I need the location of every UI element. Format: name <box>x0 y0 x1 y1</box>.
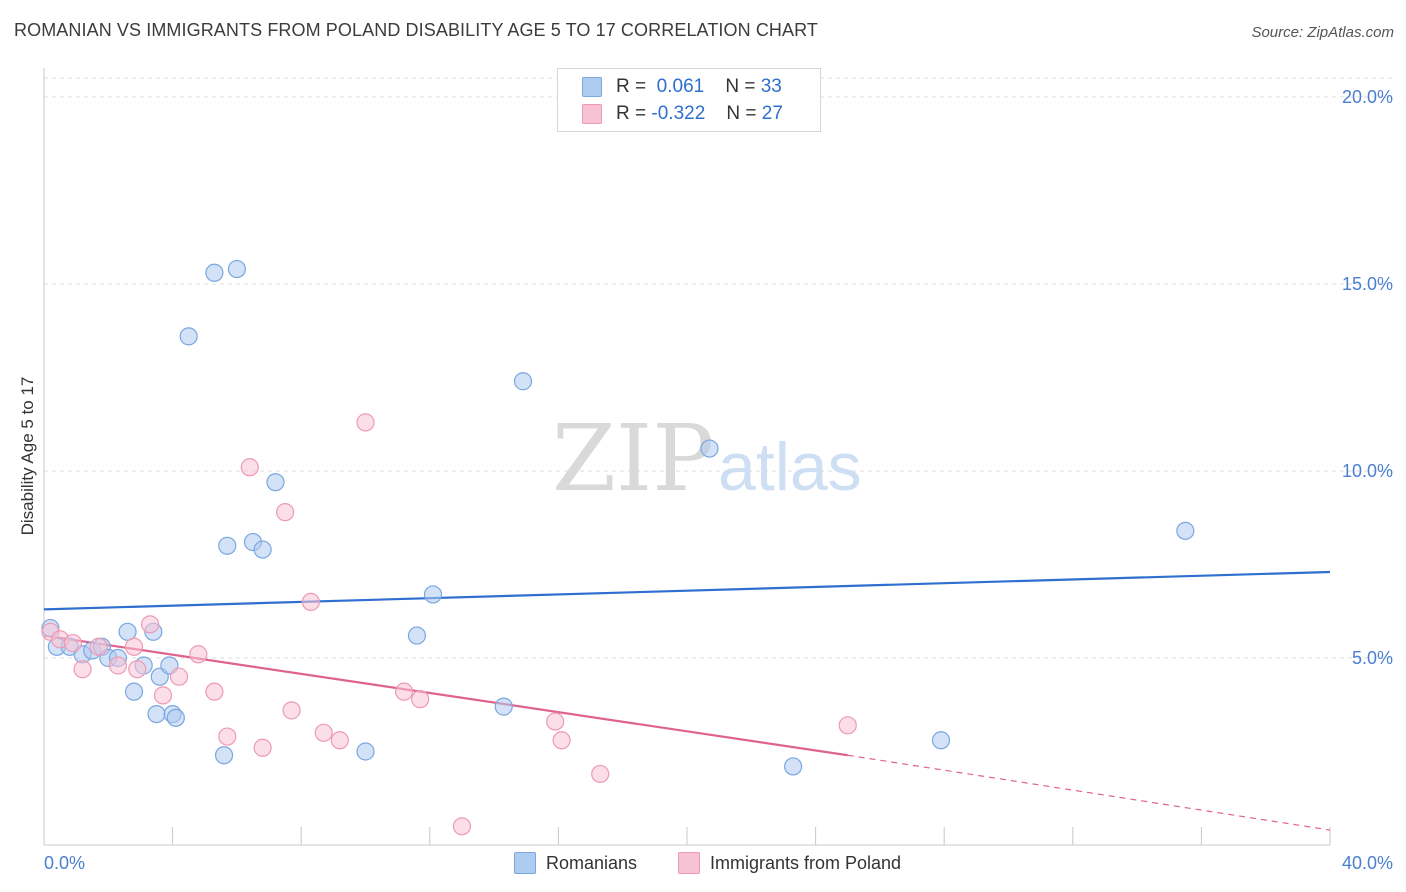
legend-label-romanians: Romanians <box>546 852 638 873</box>
point-romanians <box>1176 521 1195 540</box>
source-note: Source: ZipAtlas.com <box>1251 24 1394 41</box>
legend-swatch-romanians <box>582 77 602 97</box>
y-tick-label: 10.0% <box>1342 461 1393 481</box>
legend-r-value: 0.061 <box>656 76 705 97</box>
x-tick-label: 0.0% <box>44 853 85 873</box>
x-tick-label: 40.0% <box>1342 853 1393 873</box>
point-romanians <box>423 585 443 604</box>
point-poland <box>128 660 147 679</box>
point-poland <box>411 690 430 709</box>
point-romanians <box>118 622 137 641</box>
legend-r-value: -0.322 <box>651 103 706 124</box>
correlation-legend: R = 0.061 N = 33 R = -0.322 N = 27 <box>557 68 821 132</box>
point-poland <box>169 667 189 686</box>
point-poland <box>189 645 208 664</box>
point-romanians <box>266 473 285 492</box>
legend-swatch-poland <box>678 852 700 874</box>
point-romanians <box>494 697 513 716</box>
legend-n-label: N = <box>726 103 757 124</box>
series-legend: Romanians Immigrants from Poland <box>0 852 1406 878</box>
point-poland <box>276 503 295 522</box>
watermark-atlas: atlas <box>718 429 862 505</box>
point-poland <box>73 660 92 679</box>
point-poland <box>394 682 414 701</box>
legend-n-value: 27 <box>761 103 783 124</box>
tick-labels: 5.0% 10.0% 15.0% 20.0% 0.0% 40.0% <box>44 87 1393 873</box>
chart-title: ROMANIAN VS IMMIGRANTS FROM POLAND DISAB… <box>14 20 818 40</box>
point-romanians <box>783 757 803 776</box>
point-poland <box>140 615 160 634</box>
point-poland <box>301 592 320 612</box>
y-tick-label: 5.0% <box>1352 648 1393 668</box>
point-poland <box>205 682 224 701</box>
y-tick-label: 15.0% <box>1342 274 1393 294</box>
point-poland <box>253 738 272 757</box>
y-tick-label: 20.0% <box>1342 87 1393 107</box>
point-romanians <box>147 704 166 724</box>
legend-item-poland[interactable]: Immigrants from Poland <box>678 852 901 874</box>
legend-item-romanians[interactable]: Romanians <box>514 852 637 874</box>
legend-n-value: 33 <box>760 76 782 97</box>
point-poland <box>153 686 173 705</box>
point-romanians <box>166 708 185 727</box>
axes <box>43 68 1331 846</box>
trend-line-romanians <box>43 570 1331 611</box>
point-romanians <box>700 439 719 458</box>
point-romanians <box>356 742 375 761</box>
legend-swatch-poland <box>582 104 602 124</box>
point-poland <box>330 731 349 750</box>
data-points <box>41 259 1195 836</box>
point-poland <box>63 633 83 653</box>
watermark-zip: ZIP <box>552 405 714 512</box>
legend-r-label: R = <box>616 76 647 97</box>
point-romanians <box>179 327 198 346</box>
trend-line-poland-extrapolated <box>847 754 1331 831</box>
point-romanians <box>513 372 533 391</box>
point-poland <box>124 637 144 656</box>
point-poland <box>552 731 571 750</box>
point-poland <box>218 727 237 746</box>
point-romanians <box>124 682 144 701</box>
point-romanians <box>205 263 224 282</box>
point-romanians <box>227 259 246 279</box>
point-poland <box>356 413 375 432</box>
point-romanians <box>407 626 427 645</box>
point-poland <box>240 458 259 477</box>
watermark: ZIP atlas <box>552 405 862 512</box>
point-poland <box>591 764 610 784</box>
point-romanians <box>218 536 237 555</box>
point-romanians <box>931 731 951 750</box>
trend-line-poland <box>43 634 848 757</box>
grid-lines <box>44 77 1394 659</box>
legend-swatch-romanians <box>514 852 536 874</box>
point-poland <box>89 637 108 656</box>
point-poland <box>452 817 472 836</box>
point-romanians <box>214 746 234 765</box>
legend-label-poland: Immigrants from Poland <box>710 852 902 873</box>
point-romanians <box>253 540 272 559</box>
legend-r-label: R = <box>616 103 647 124</box>
point-poland <box>314 723 333 742</box>
point-poland <box>838 716 857 735</box>
point-poland <box>546 712 565 731</box>
trend-lines <box>43 570 1331 831</box>
legend-n-label: N = <box>725 76 756 97</box>
point-poland <box>282 701 301 720</box>
point-poland <box>108 656 128 675</box>
